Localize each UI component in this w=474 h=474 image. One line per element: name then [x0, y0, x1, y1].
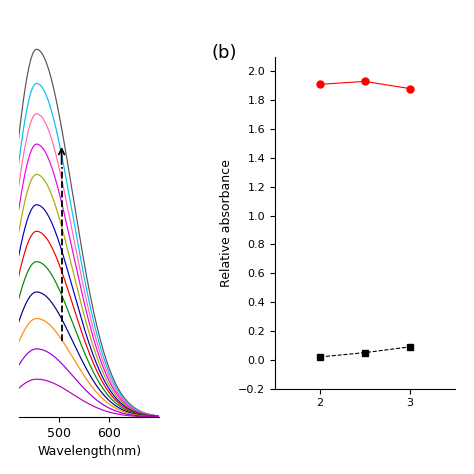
Y-axis label: Relative absorbance: Relative absorbance	[219, 159, 233, 287]
Text: (b): (b)	[212, 44, 237, 62]
X-axis label: Wavelength(nm): Wavelength(nm)	[37, 446, 141, 458]
